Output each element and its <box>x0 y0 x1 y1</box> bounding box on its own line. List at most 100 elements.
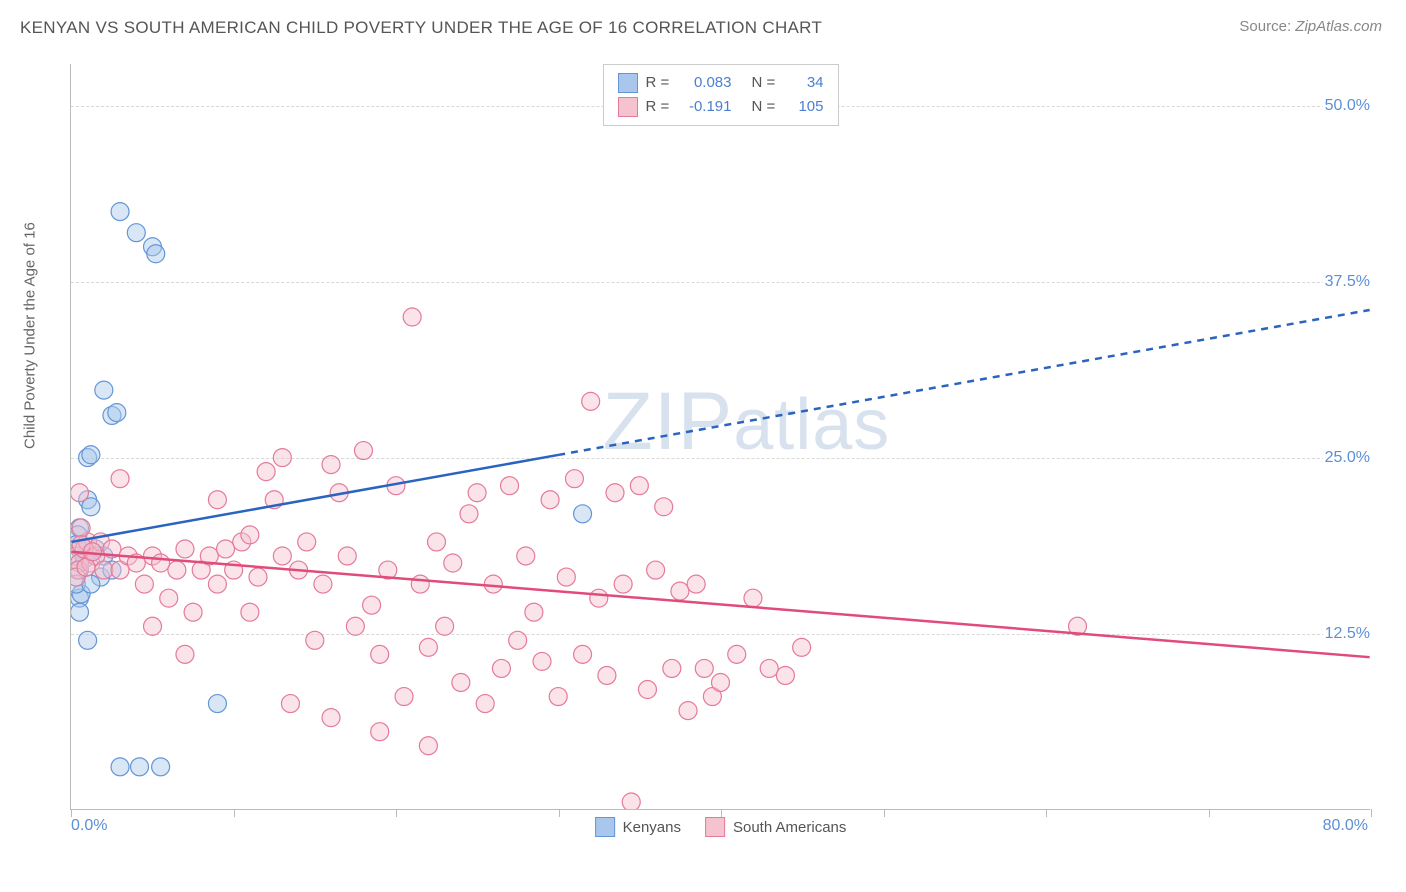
scatter-point <box>241 526 259 544</box>
scatter-point <box>565 470 583 488</box>
scatter-point <box>468 484 486 502</box>
scatter-point <box>72 519 90 537</box>
legend-label-kenyans: Kenyans <box>623 819 681 836</box>
scatter-point <box>630 477 648 495</box>
scatter-point <box>273 449 291 467</box>
swatch-kenyans <box>618 73 638 93</box>
scatter-point <box>152 554 170 572</box>
x-tick <box>559 809 560 817</box>
scatter-point <box>144 617 162 635</box>
swatch-south-americans-bottom <box>705 817 725 837</box>
chart-title: KENYAN VS SOUTH AMERICAN CHILD POVERTY U… <box>20 18 822 38</box>
scatter-point <box>71 603 88 621</box>
scatter-point <box>82 446 100 464</box>
scatter-point <box>217 540 235 558</box>
scatter-point <box>131 758 149 776</box>
x-tick <box>1046 809 1047 817</box>
scatter-point <box>208 575 226 593</box>
legend-label-south-americans: South Americans <box>733 819 846 836</box>
x-axis-min-label: 0.0% <box>71 817 107 835</box>
scatter-point <box>79 631 97 649</box>
x-tick <box>721 809 722 817</box>
scatter-point <box>147 245 165 263</box>
scatter-point <box>419 638 437 656</box>
scatter-point <box>95 381 113 399</box>
r-label: R = <box>646 71 674 95</box>
scatter-point <box>574 505 592 523</box>
scatter-point <box>452 674 470 692</box>
plot-area: R = 0.083 N = 34 R = -0.191 N = 105 ZIPa… <box>70 64 1370 810</box>
scatter-point <box>501 477 519 495</box>
scatter-point <box>460 505 478 523</box>
scatter-point <box>695 659 713 677</box>
scatter-point <box>582 392 600 410</box>
source-value: ZipAtlas.com <box>1295 18 1382 35</box>
swatch-south-americans <box>618 97 638 117</box>
scatter-point <box>671 582 689 600</box>
scatter-point <box>111 758 129 776</box>
scatter-point <box>598 666 616 684</box>
scatter-svg <box>71 64 1370 809</box>
scatter-point <box>176 540 194 558</box>
scatter-point <box>403 308 421 326</box>
scatter-point <box>176 645 194 663</box>
n-value-south-americans: 105 <box>788 95 824 119</box>
scatter-point <box>655 498 673 516</box>
scatter-point <box>298 533 316 551</box>
scatter-point <box>622 793 640 809</box>
scatter-point <box>354 442 372 460</box>
scatter-point <box>184 603 202 621</box>
scatter-point <box>744 589 762 607</box>
scatter-point <box>647 561 665 579</box>
swatch-kenyans-bottom <box>595 817 615 837</box>
n-label: N = <box>752 95 780 119</box>
scatter-point <box>241 603 259 621</box>
scatter-point <box>590 589 608 607</box>
scatter-point <box>127 224 145 242</box>
scatter-point <box>314 575 332 593</box>
scatter-point <box>111 203 129 221</box>
trend-line-solid <box>71 552 1369 657</box>
scatter-point <box>484 575 502 593</box>
trend-line-dashed <box>558 310 1369 455</box>
x-tick <box>234 809 235 817</box>
n-label: N = <box>752 71 780 95</box>
scatter-point <box>509 631 527 649</box>
scatter-point <box>208 695 226 713</box>
r-label: R = <box>646 95 674 119</box>
scatter-point <box>687 575 705 593</box>
legend-item-south-americans: South Americans <box>705 817 846 837</box>
scatter-point <box>776 666 794 684</box>
chart-area: Child Poverty Under the Age of 16 R = 0.… <box>20 54 1386 844</box>
scatter-point <box>208 491 226 509</box>
scatter-point <box>371 645 389 663</box>
scatter-point <box>679 702 697 720</box>
scatter-point <box>606 484 624 502</box>
scatter-point <box>436 617 454 635</box>
scatter-point <box>557 568 575 586</box>
scatter-point <box>111 470 129 488</box>
scatter-point <box>371 723 389 741</box>
x-tick <box>1371 809 1372 817</box>
scatter-point <box>760 659 778 677</box>
chart-container: KENYAN VS SOUTH AMERICAN CHILD POVERTY U… <box>0 0 1406 892</box>
x-axis-max-label: 80.0% <box>1323 817 1368 835</box>
scatter-point <box>168 561 186 579</box>
scatter-point <box>712 674 730 692</box>
x-tick <box>1209 809 1210 817</box>
scatter-point <box>160 589 178 607</box>
scatter-point <box>281 695 299 713</box>
scatter-point <box>135 575 153 593</box>
correlation-legend: R = 0.083 N = 34 R = -0.191 N = 105 <box>603 64 839 126</box>
legend-row-south-americans: R = -0.191 N = 105 <box>618 95 824 119</box>
y-axis-title: Child Poverty Under the Age of 16 <box>22 222 39 449</box>
scatter-point <box>249 568 267 586</box>
scatter-point <box>411 575 429 593</box>
trend-line-solid <box>71 455 558 542</box>
scatter-point <box>95 561 113 579</box>
scatter-point <box>257 463 275 481</box>
scatter-point <box>322 709 340 727</box>
scatter-point <box>71 484 88 502</box>
source-label: Source: <box>1239 18 1291 35</box>
x-tick <box>884 809 885 817</box>
